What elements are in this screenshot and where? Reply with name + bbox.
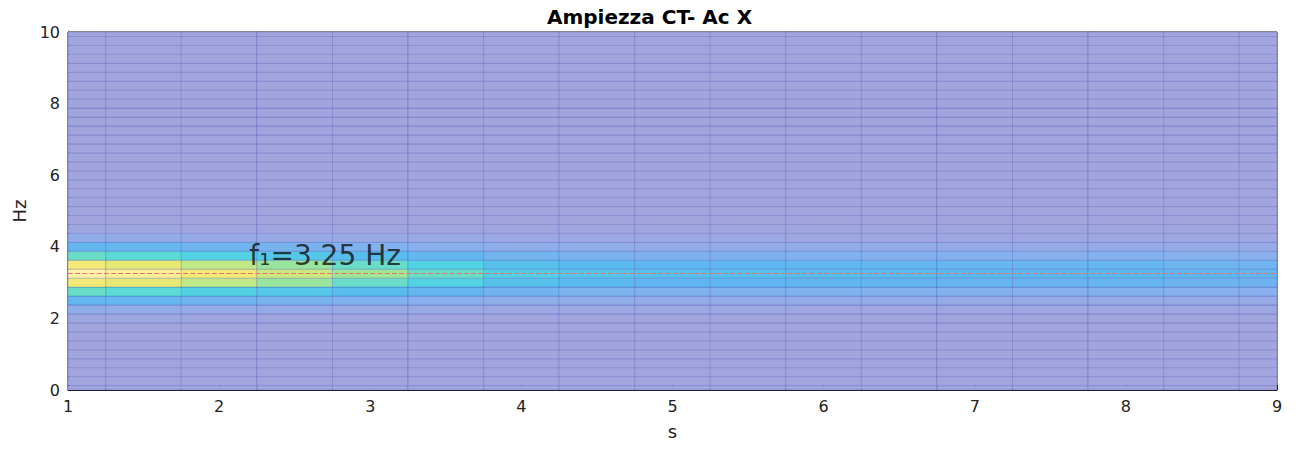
svg-text:6: 6 — [50, 166, 60, 185]
svg-text:4: 4 — [516, 397, 526, 416]
svg-text:Ampiezza CT- Ac X: Ampiezza CT- Ac X — [547, 5, 753, 29]
svg-text:f₁=3.25 Hz: f₁=3.25 Hz — [249, 239, 401, 272]
svg-text:Hz: Hz — [9, 200, 30, 223]
svg-text:5: 5 — [667, 397, 677, 416]
svg-text:8: 8 — [50, 94, 60, 113]
svg-text:2: 2 — [214, 397, 224, 416]
svg-text:0: 0 — [50, 381, 60, 400]
svg-text:s: s — [668, 421, 677, 442]
svg-text:2: 2 — [50, 309, 60, 328]
svg-text:1: 1 — [63, 397, 73, 416]
svg-text:9: 9 — [1272, 397, 1282, 416]
svg-text:3: 3 — [365, 397, 375, 416]
svg-text:7: 7 — [970, 397, 980, 416]
svg-text:8: 8 — [1121, 397, 1131, 416]
svg-text:4: 4 — [50, 237, 60, 256]
svg-text:6: 6 — [819, 397, 829, 416]
svg-text:10: 10 — [40, 23, 60, 42]
